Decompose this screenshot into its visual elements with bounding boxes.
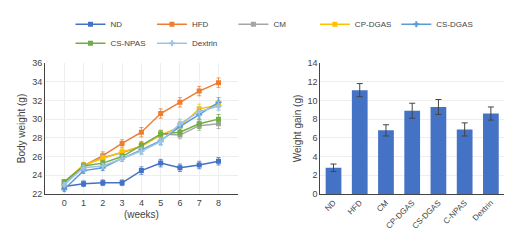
svg-text:4: 4 [139,198,144,208]
svg-text:10: 10 [308,96,318,106]
svg-text:(weeks): (weeks) [124,209,159,220]
svg-text:34: 34 [32,77,42,87]
svg-text:CP-DGAS: CP-DGAS [384,198,416,230]
svg-text:C-NPAS: C-NPAS [442,198,469,225]
svg-text:22: 22 [32,189,42,199]
svg-text:3: 3 [120,198,125,208]
svg-text:ND: ND [323,198,338,213]
svg-text:7: 7 [197,198,202,208]
svg-text:6: 6 [313,133,318,143]
svg-text:CS-DGAS: CS-DGAS [411,198,443,230]
svg-text:4: 4 [313,152,318,162]
svg-text:HFD: HFD [346,198,364,216]
svg-text:2: 2 [100,198,105,208]
svg-text:8: 8 [216,198,221,208]
svg-text:1: 1 [81,198,86,208]
svg-text:Body weight (g): Body weight (g) [16,94,27,163]
svg-text:26: 26 [32,152,42,162]
svg-text:HFD: HFD [192,20,209,29]
svg-text:CS-DGAS: CS-DGAS [436,20,472,29]
svg-text:12: 12 [308,77,318,87]
svg-text:24: 24 [32,170,42,180]
svg-text:Dextrin: Dextrin [471,198,495,222]
svg-text:CM: CM [375,198,390,213]
svg-text:28: 28 [32,133,42,143]
svg-text:Weight gain (g): Weight gain (g) [292,95,303,163]
svg-text:0: 0 [313,189,318,199]
svg-text:0: 0 [62,198,67,208]
svg-text:CS-NPAS: CS-NPAS [111,39,146,48]
svg-text:5: 5 [158,198,163,208]
svg-text:CM: CM [273,20,286,29]
svg-text:2: 2 [313,170,318,180]
svg-text:8: 8 [313,114,318,124]
svg-text:14: 14 [308,58,318,68]
svg-text:6: 6 [177,198,182,208]
svg-text:Dextrin: Dextrin [192,39,217,48]
svg-text:CP-DGAS: CP-DGAS [355,20,391,29]
svg-text:ND: ND [111,20,123,29]
svg-text:32: 32 [32,96,42,106]
svg-text:36: 36 [32,58,42,68]
svg-text:30: 30 [32,114,42,124]
